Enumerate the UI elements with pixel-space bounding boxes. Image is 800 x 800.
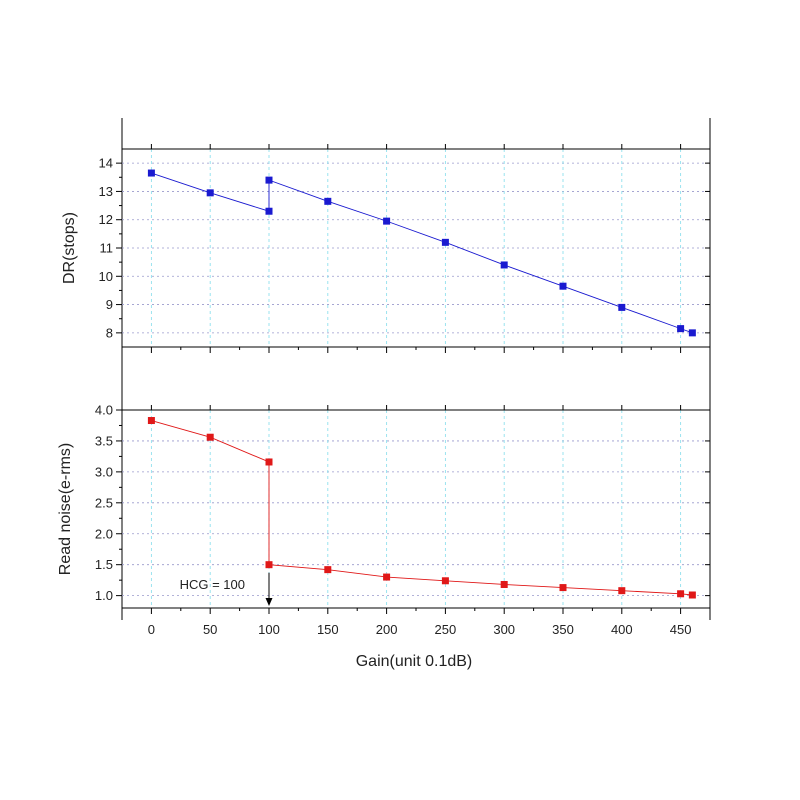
noise-panel-ytick-label-2: 2.0 (95, 526, 113, 541)
noise-panel-ytick-label-1: 1.5 (95, 557, 113, 572)
dr-panel-data-point-7 (500, 261, 508, 269)
dr-panel-data-point-5 (383, 217, 391, 225)
noise-panel-ytick-label-5: 3.5 (95, 433, 113, 448)
dr-panel-ylabel: DR(stops) (61, 212, 78, 284)
dr-panel: 8 9 10 11 12 13 14 DR(stops) (61, 144, 711, 353)
dr-panel-data-point-11 (688, 329, 696, 337)
noise-panel-data-point-1 (206, 433, 214, 441)
dr-panel-data-point-9 (618, 303, 626, 311)
noise-panel-ylabel: Read noise(e-rms) (57, 443, 74, 575)
noise-panel-data-point-5 (383, 573, 391, 581)
noise-panel: 1.0 1.5 2.0 2.5 3.0 3.5 4.0 Read noise(e-rms) HC… (57, 403, 711, 614)
xtick-label-9: 450 (670, 622, 692, 637)
annotation-arrowhead (265, 598, 273, 606)
xtick-label-4: 200 (376, 622, 398, 637)
dr-panel-ytick-label-6: 14 (99, 156, 113, 171)
dr-panel-data-point-0 (147, 169, 155, 177)
noise-panel-ytick-label-4: 3.0 (95, 464, 113, 479)
noise-panel-data-point-2 (265, 458, 273, 466)
noise-panel-data-point-3 (265, 561, 273, 569)
dr-panel-data-point-8 (559, 282, 567, 290)
noise-panel-ytick-label-6: 4.0 (95, 403, 113, 418)
dr-panel-ytick-label-5: 13 (99, 184, 113, 199)
noise-panel-data-point-4 (324, 566, 332, 574)
dr-panel-ytick-label-1: 9 (106, 297, 113, 312)
noise-panel-ytick-label-0: 1.0 (95, 588, 113, 603)
noise-panel-data-point-0 (147, 417, 155, 425)
noise-panel-data-point-9 (618, 587, 626, 595)
dr-panel-series-line-0 (151, 172, 693, 334)
dr-panel-ytick-label-4: 12 (99, 212, 113, 227)
dr-panel-data-point-2 (265, 207, 273, 215)
xtick-label-8: 400 (611, 622, 633, 637)
dr-panel-data-point-3 (265, 176, 273, 184)
xtick-label-0: 0 (148, 622, 155, 637)
annotation-text: HCG = 100 (180, 577, 245, 592)
dr-panel-data-point-1 (206, 189, 214, 197)
x-axis-title: Gain(unit 0.1dB) (356, 653, 473, 670)
xtick-label-2: 100 (258, 622, 280, 637)
dr-panel-data-point-4 (324, 197, 332, 205)
xtick-label-3: 150 (317, 622, 339, 637)
dr-panel-data-point-6 (441, 238, 449, 246)
dr-panel-data-point-10 (677, 325, 685, 333)
dr-panel-ytick-label-2: 10 (99, 269, 113, 284)
xtick-label-5: 250 (435, 622, 457, 637)
noise-panel-data-point-10 (677, 590, 685, 598)
xtick-label-1: 50 (203, 622, 217, 637)
dr-panel-ytick-label-0: 8 (106, 325, 113, 340)
noise-panel-ytick-label-3: 2.5 (95, 495, 113, 510)
noise-panel-data-point-6 (441, 577, 449, 585)
noise-panel-series-line-0 (151, 420, 693, 596)
noise-panel-data-point-11 (688, 591, 696, 599)
xtick-label-7: 350 (552, 622, 574, 637)
noise-panel-data-point-8 (559, 584, 567, 592)
dr-panel-ytick-label-3: 11 (100, 241, 114, 256)
noise-panel-data-point-7 (500, 580, 508, 588)
xtick-label-6: 300 (493, 622, 515, 637)
